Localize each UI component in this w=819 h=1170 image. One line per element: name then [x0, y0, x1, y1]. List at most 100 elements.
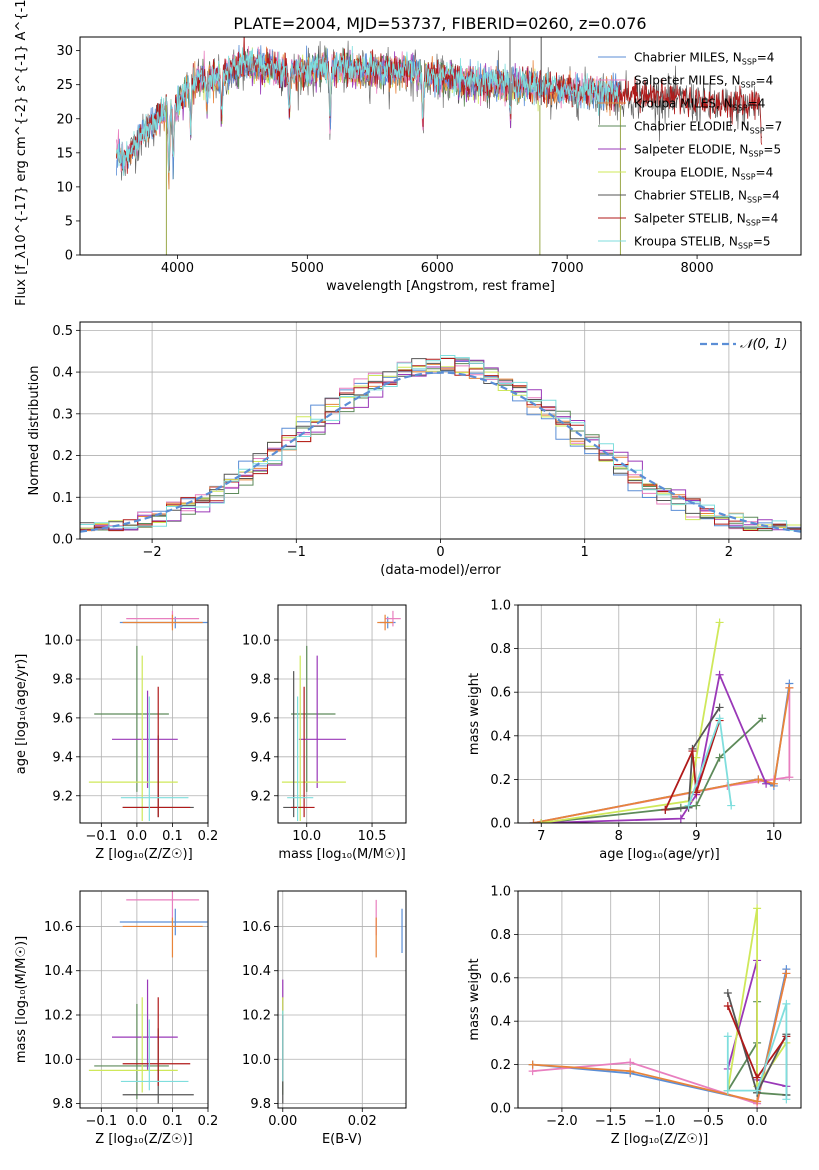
- residuals-axes: −2 −1 0 1 2 0.0 0.1 0.2 0.3 0.4 0.5 (data-model)/er…: [27, 321, 802, 578]
- mass-vs-z-xtick-label: 0.2: [198, 1114, 219, 1129]
- mass-weight-line: [726, 908, 788, 1091]
- mass-vs-z-xlabel: Z [log₁₀(Z/Z☉)]: [95, 1132, 192, 1147]
- mass-vs-ebv-ytick-label: 10.0: [242, 1053, 271, 1068]
- age-vs-mass-plot-area: [281, 610, 401, 822]
- mass-vs-z-plot-area: [88, 891, 208, 1104]
- age-vs-mass-ytick-label: 9.8: [250, 672, 271, 687]
- mass-weight-vs-age-ylabel: mass weight: [467, 673, 482, 755]
- residuals-xtick-label: 2: [725, 545, 733, 560]
- legend-label: Chabrier ELODIE, NSSP=7: [634, 120, 782, 136]
- mass-weight-vs-age-ytick-label: 1.0: [490, 599, 511, 614]
- age-vs-mass-axes: 10.0 10.5 9.2 9.4 9.6 9.8 10.0 mass [log₁₀(M/M☉…: [242, 604, 407, 862]
- mass-weight-vs-z-xtick-label: −2.0: [546, 1114, 578, 1129]
- spectrum-xtick-label: 8000: [681, 261, 714, 276]
- mass-weight-vs-age-xtick-label: 9: [692, 829, 700, 844]
- residuals-plot-area: [80, 355, 801, 533]
- mass-vs-z-frame: −0.1 0.0 0.1 0.2 9.8 10.0 10.2 10.4 10.6 Z [log₁₀…: [14, 890, 219, 1147]
- mass-vs-z-ytick-label: 10.6: [44, 920, 73, 935]
- mass-weight-marker: [715, 714, 724, 723]
- mass-weight-marker: [661, 805, 670, 814]
- mass-weight-marker: [715, 703, 724, 712]
- mass-weight-marker: [753, 904, 762, 913]
- spectrum-legend: Chabrier MILES, NSSP=4 Salpeter MILES, NS…: [598, 51, 782, 251]
- mass-weight-vs-age-ytick-label: 0.0: [490, 817, 511, 832]
- mass-vs-ebv-border: [277, 890, 407, 1109]
- age-vs-z-border: [79, 604, 209, 824]
- residuals-ytick-label: 0.2: [52, 449, 73, 464]
- residuals-frame: −2 −1 0 1 2 0.0 0.1 0.2 0.3 0.4 0.5 (data-model)/er…: [27, 321, 802, 578]
- mass-weight-vs-z-frame: −2.0 −1.5 −1.0 −0.5 0.0 0.0 0.2 0.4 0.6 0.8 1.0 Z […: [467, 885, 802, 1147]
- residuals-xtick-label: −2: [143, 545, 162, 560]
- mass-weight-marker: [754, 775, 763, 784]
- mass-weight-marker: [782, 1095, 791, 1104]
- mass-weight-line: [541, 622, 721, 823]
- mass-weight-vs-age-axes: 7 8 9 10 0.0 0.2 0.4 0.6 0.8 1.0 age [log₁₀(age/yr…: [467, 599, 802, 862]
- age-vs-z-ytick-label: 10.0: [44, 634, 73, 649]
- age-vs-z-xtick-label: 0.0: [127, 829, 148, 844]
- legend-label: Chabrier MILES, NSSP=4: [634, 51, 774, 67]
- mass-weight-line: [533, 687, 791, 823]
- spectrum-plot-area: [116, 37, 763, 255]
- mass-weight-marker: [688, 747, 697, 756]
- mass-weight-marker: [715, 618, 724, 627]
- mass-weight-marker: [626, 1067, 635, 1076]
- mass-weight-line: [533, 687, 791, 823]
- mass-weight-vs-z-ytick-label: 0.6: [490, 971, 511, 986]
- mass-weight-marker: [753, 1073, 762, 1082]
- figure-title: PLATE=2004, MJD=53737, FIBERID=0260, z=0…: [233, 14, 646, 33]
- mass-vs-ebv-xtick-label: 0.00: [268, 1114, 297, 1129]
- age-vs-z-frame: −0.1 0.0 0.1 0.2 9.2 9.4 9.6 9.8 10.0 Z [log₁₀(Z/…: [14, 604, 218, 862]
- mass-weight-vs-z-xlabel: Z [log₁₀(Z/Z☉)]: [611, 1132, 708, 1147]
- residuals-xtick-label: 1: [581, 545, 589, 560]
- mass-vs-z-ytick-label: 9.8: [52, 1097, 73, 1112]
- mass-vs-ebv-ytick-label: 10.6: [242, 920, 271, 935]
- mass-weight-marker: [723, 1032, 732, 1041]
- residuals-xlabel: (data-model)/error: [380, 563, 501, 578]
- spectrum-ytick-label: 15: [56, 146, 73, 161]
- mass-weight-vs-age-ytick-label: 0.8: [490, 642, 511, 657]
- mass-weight-vs-z-xtick-label: −1.0: [644, 1114, 676, 1129]
- mass-vs-ebv-ytick-label: 10.4: [242, 964, 271, 979]
- mass-vs-ebv-axes: 0.00 0.02 9.8 10.0 10.2 10.4 10.6 E(B-V): [242, 890, 407, 1147]
- mass-weight-marker: [715, 670, 724, 679]
- mass-weight-vs-age-xtick-label: 8: [615, 829, 623, 844]
- mass-weight-marker: [758, 714, 767, 723]
- mass-weight-vs-age-ytick-label: 0.6: [490, 686, 511, 701]
- residuals-xtick-label: −1: [287, 545, 306, 560]
- spectrum-ytick-label: 0: [65, 249, 73, 264]
- age-vs-z-ylabel: age [log₁₀(age/yr)]: [14, 654, 29, 775]
- mass-weight-marker: [762, 779, 771, 788]
- mass-vs-z-ylabel: mass [log₁₀(M/M☉)]: [14, 936, 29, 1063]
- mass-weight-vs-age-ytick-label: 0.2: [490, 773, 511, 788]
- age-vs-mass-xtick-label: 10.5: [358, 829, 387, 844]
- mass-weight-vs-z-plot-area: [528, 904, 791, 1108]
- residual-legend: 𝒩(0, 1): [700, 337, 787, 352]
- mass-vs-ebv-xlabel: E(B-V): [322, 1132, 362, 1147]
- mass-weight-vs-z-xtick-label: −1.5: [595, 1114, 627, 1129]
- mass-weight-vs-age-plot-area: [529, 618, 794, 823]
- legend-label: 𝒩(0, 1): [740, 337, 787, 352]
- spectrum-border: [79, 36, 802, 256]
- age-vs-mass-xtick-label: 10.0: [292, 829, 321, 844]
- mass-vs-z-xtick-label: 0.0: [127, 1114, 148, 1129]
- mass-weight-marker: [782, 969, 791, 978]
- mass-vs-z-ytick-label: 10.4: [44, 964, 73, 979]
- spectrum-ytick-label: 20: [56, 112, 73, 127]
- age-vs-z-ytick-label: 9.2: [52, 789, 73, 804]
- mass-weight-vs-age-xlabel: age [log₁₀(age/yr)]: [599, 847, 720, 862]
- mass-weight-marker: [785, 683, 794, 692]
- spectrum-line: [116, 45, 620, 176]
- age-vs-z-plot-area: [88, 610, 208, 822]
- age-vs-mass-border: [277, 604, 407, 824]
- residuals-ylabel: Normed distribution: [27, 366, 42, 496]
- age-vs-z-ytick-label: 9.4: [52, 750, 73, 765]
- legend-label: Kroupa ELODIE, NSSP=4: [634, 166, 773, 182]
- legend-label: Salpeter STELIB, NSSP=4: [634, 212, 778, 228]
- residuals-ytick-label: 0.4: [52, 366, 73, 381]
- residual-histogram: [80, 358, 801, 530]
- age-vs-z-xtick-label: −0.1: [86, 829, 118, 844]
- mass-weight-vs-z-xtick-label: 0.0: [747, 1114, 768, 1129]
- mass-weight-marker: [785, 773, 794, 782]
- mass-weight-marker: [753, 1097, 762, 1106]
- mass-weight-marker: [753, 1086, 762, 1095]
